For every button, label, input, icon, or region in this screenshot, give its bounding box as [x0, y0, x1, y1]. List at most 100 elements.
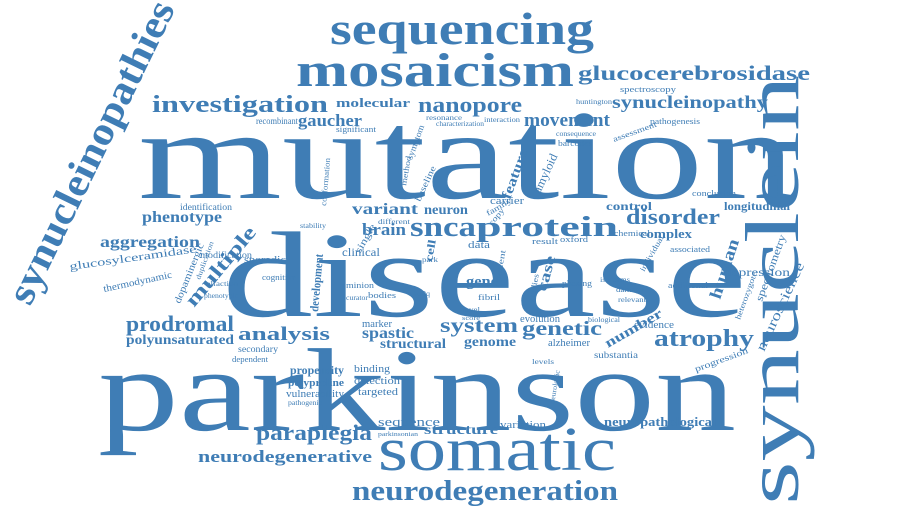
word-disorder: disorder — [626, 204, 720, 229]
word-secondary: secondary — [238, 344, 279, 354]
word-oxford: oxford — [560, 235, 588, 244]
word-disease: disease — [222, 208, 747, 343]
word-synuclein: synuclein — [731, 75, 815, 505]
word-somatic: somatic — [378, 416, 616, 484]
word-result: result — [532, 237, 559, 246]
word-data: data — [468, 240, 491, 251]
word-bodies: bodies — [368, 291, 396, 300]
word-investigation: investigation — [152, 92, 328, 118]
word-phasing: phasing — [562, 279, 592, 288]
word-significant: significant — [336, 125, 377, 134]
word-parkinson: parkinson — [98, 325, 736, 456]
word-carrier: carrier — [490, 196, 525, 207]
word-gaucher: gaucher — [298, 111, 362, 130]
word-alzheimer: alzheimer — [548, 338, 591, 349]
word-cell: cell — [423, 239, 439, 263]
word-structural: structural — [380, 337, 446, 352]
word-targeted: targeted — [358, 387, 398, 398]
word-propensity: propensity — [290, 363, 344, 377]
word-binding: binding — [354, 363, 391, 375]
word-atrophy: atrophy — [654, 326, 754, 352]
word-brain: brain — [362, 220, 407, 239]
word-conclusion: conclusion — [692, 189, 736, 198]
word-mutation: mutation — [138, 84, 796, 226]
word-conformation: conformation — [319, 158, 332, 207]
word-different: different — [378, 218, 410, 226]
word-molecular: molecular — [336, 95, 410, 110]
word-chemical: chemical — [614, 229, 651, 238]
word-parkinsonian: parkinsonian — [378, 432, 418, 438]
word-evolution: evolution — [520, 314, 560, 325]
word-phenotype: phenotype — [142, 209, 222, 226]
word-glucocerebrosidase: glucocerebrosidase — [578, 61, 810, 85]
word-sequence: sequence — [378, 414, 440, 429]
word-novel: novel — [460, 306, 480, 314]
word-variant: variant — [352, 201, 419, 218]
word-gene: gene — [466, 274, 498, 290]
word-resonance: resonance — [426, 114, 462, 122]
word-analysis: analysis — [238, 324, 330, 345]
word-pathogenesis: pathogenesis — [650, 117, 700, 126]
word-associated: associated — [670, 245, 710, 254]
word-depression: depression — [724, 265, 790, 279]
word-synucleinopathy: synucleinopathy — [612, 92, 768, 112]
word-thermodynamic: thermodynamic — [102, 269, 173, 294]
word-recombinant: recombinant — [256, 116, 298, 126]
word-genetic: genetic — [522, 318, 602, 340]
word-neurodegenerative: neurodegenerative — [198, 447, 373, 466]
word-park: park — [422, 256, 439, 264]
word-detection: detection — [354, 375, 401, 387]
word-h50q: h50q — [414, 290, 431, 298]
word-score: score — [462, 316, 480, 322]
word-evidence: evidence — [634, 320, 675, 331]
word-snca: snca — [410, 212, 476, 243]
word-spastic: spastic — [362, 325, 414, 342]
word-vulnerability: vulnerability — [286, 389, 344, 400]
word-neuron: neuron — [424, 203, 468, 218]
word-paraplegia: paraplegia — [256, 420, 372, 445]
word-consequence: consequence — [556, 130, 596, 138]
word-nanopore: nanopore — [418, 92, 522, 117]
word-fibril: fibril — [478, 293, 501, 302]
word-system: system — [440, 315, 518, 337]
word-cognitive: cognitive — [262, 273, 296, 282]
word-identification: identification — [180, 202, 233, 212]
word-minion: minion — [346, 281, 374, 290]
word-clinical: clinical — [342, 245, 381, 259]
word-damage: damage — [616, 286, 644, 294]
word-stability: stability — [300, 222, 327, 230]
word-spectroscopy: spectroscopy — [620, 85, 676, 94]
word-characterization: characterization — [436, 120, 485, 128]
word-dependent: dependent — [232, 355, 269, 364]
word-control: control — [606, 199, 653, 213]
word-curator: curator — [346, 294, 369, 302]
word-protein: protein — [476, 212, 619, 243]
word-relevant: relevant — [618, 296, 646, 304]
word-isoforms: isoforms — [600, 276, 630, 284]
word-additional: additional — [668, 281, 709, 290]
word-barcodes: barcodes — [558, 139, 592, 148]
word-complex: complex — [640, 226, 693, 241]
word-biological: biological — [588, 316, 620, 324]
word-genome: genome — [464, 335, 516, 350]
word-pathogenic: pathogenic — [288, 399, 322, 407]
word-phenotypic: phenotypic — [204, 292, 238, 300]
word-polyproline: polyproline — [288, 377, 344, 389]
word-neurodegeneration: neurodegeneration — [352, 476, 618, 507]
word-mosaicism: mosaicism — [296, 44, 574, 97]
word-polyunsaturated: polyunsaturated — [126, 333, 234, 348]
word-olfaction: olfaction — [206, 280, 239, 288]
word-sequencing: sequencing — [330, 3, 594, 54]
word-huntington: huntington — [576, 98, 613, 106]
word-longitudinal: longitudinal — [724, 199, 791, 213]
word-sporadic: sporadic — [244, 254, 286, 266]
word-development: development — [307, 253, 326, 312]
word-prodromal: prodromal — [126, 311, 234, 336]
word-neuropathological: neuropathological — [604, 414, 716, 429]
word-levels: levels — [532, 358, 554, 366]
word-movement: movement — [524, 110, 611, 131]
word-substantia: substantia — [594, 350, 638, 360]
word-interaction: interaction — [484, 116, 521, 124]
